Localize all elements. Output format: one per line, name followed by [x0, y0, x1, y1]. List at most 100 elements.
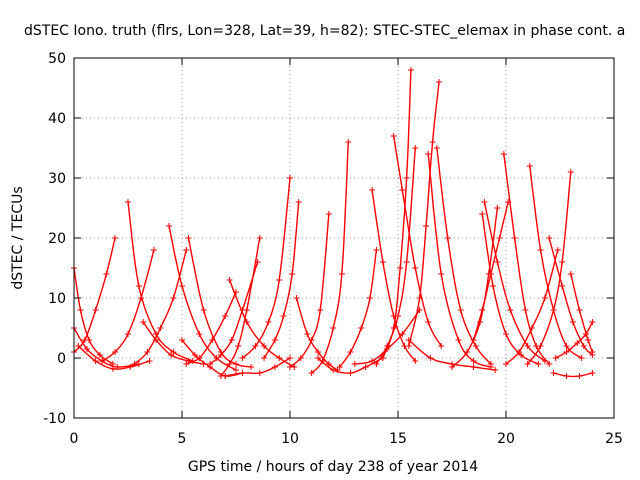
data-point-marker [585, 337, 592, 343]
data-point-marker [287, 364, 293, 370]
data-point-marker [338, 271, 345, 277]
data-point-marker [479, 211, 486, 217]
data-point-marker [207, 361, 214, 367]
y-axis-title: dSTEC / TECUs [10, 186, 26, 289]
data-point-marker [191, 352, 198, 358]
data-point-marker [550, 370, 557, 376]
data-point-marker [455, 337, 462, 343]
data-point-marker [578, 355, 585, 361]
data-point-marker [433, 145, 440, 151]
data-point-marker [438, 343, 445, 349]
data-point-marker [397, 265, 404, 271]
data-point-marker [168, 352, 175, 358]
data-point-marker [297, 355, 304, 361]
data-point-marker [83, 346, 90, 352]
data-point-marker [494, 259, 501, 265]
data-point-marker [515, 349, 522, 355]
data-point-marker [75, 343, 82, 349]
data-point-marker [347, 349, 354, 355]
series-arc-08 [131, 247, 190, 367]
data-point-marker [492, 367, 499, 373]
data-point-marker [347, 370, 354, 376]
data-point-marker [567, 271, 574, 277]
data-point-marker [524, 343, 531, 349]
data-point-marker [239, 370, 246, 376]
data-point-marker [563, 343, 570, 349]
series-arc-29 [405, 79, 443, 349]
data-point-marker [490, 283, 497, 289]
x-tick-label: 25 [605, 431, 623, 447]
data-point-marker [494, 205, 501, 211]
data-point-marker [265, 319, 272, 325]
data-point-marker [580, 343, 587, 349]
series-arc-38 [503, 247, 561, 367]
data-point-marker [496, 235, 503, 241]
data-point-marker [226, 277, 233, 283]
data-point-marker [470, 337, 477, 343]
series-trace [553, 372, 593, 378]
data-point-marker [390, 325, 397, 331]
data-point-marker [196, 355, 203, 361]
data-point-marker [261, 355, 268, 361]
data-point-marker [325, 211, 332, 217]
series-arc-26 [373, 145, 419, 367]
data-point-marker [425, 319, 432, 325]
data-point-marker [166, 223, 173, 229]
data-point-marker [399, 331, 406, 337]
data-point-marker [125, 199, 131, 205]
data-point-marker [546, 361, 553, 367]
series-arc-09 [166, 223, 239, 373]
data-point-marker [315, 349, 322, 355]
data-point-marker [99, 358, 106, 364]
data-point-marker [233, 361, 239, 367]
data-point-marker [256, 370, 263, 376]
data-point-marker [271, 337, 278, 343]
data-point-marker [261, 343, 268, 349]
data-point-marker [416, 295, 423, 301]
x-tick-label: 10 [281, 431, 299, 447]
y-tick-label: 40 [48, 111, 66, 127]
data-point-marker [276, 355, 283, 361]
data-point-marker [405, 337, 412, 343]
data-point-marker [131, 361, 138, 367]
x-tick-label: 0 [70, 431, 79, 447]
data-point-marker [289, 271, 296, 277]
series-arc-40 [524, 169, 574, 367]
data-point-marker [537, 247, 544, 253]
data-point-marker [315, 355, 322, 361]
data-point-marker [576, 373, 583, 379]
data-point-marker [589, 370, 596, 376]
data-point-marker [125, 331, 131, 337]
data-point-marker [479, 307, 486, 313]
data-point-marker [92, 307, 99, 313]
data-point-marker [522, 307, 529, 313]
data-point-marker [379, 355, 386, 361]
data-point-marker [362, 364, 369, 370]
series-arc-16 [226, 277, 298, 370]
data-point-marker [403, 175, 410, 181]
data-point-marker [472, 343, 479, 349]
data-point-marker [535, 361, 542, 367]
data-point-marker [243, 319, 250, 325]
data-point-marker [507, 307, 514, 313]
x-tick-label: 5 [178, 431, 187, 447]
data-point-marker [503, 361, 509, 367]
x-axis-title: GPS time / hours of day 238 of year 2014 [188, 459, 478, 475]
series-arc-37 [500, 151, 553, 367]
data-point-marker [325, 361, 332, 367]
data-point-marker [576, 307, 583, 313]
chart-title: dSTEC Iono. truth (flrs, Lon=328, Lat=39… [24, 23, 625, 39]
data-point-marker [252, 343, 259, 349]
data-point-marker [140, 319, 147, 325]
series-arc-35 [481, 199, 548, 364]
series-arc-15 [222, 355, 293, 379]
data-point-marker [248, 364, 255, 370]
data-point-marker [308, 370, 315, 376]
y-tick-label: 0 [57, 351, 66, 367]
data-point-marker [438, 271, 445, 277]
data-point-marker [412, 358, 419, 364]
data-point-marker [436, 79, 443, 85]
data-point-marker [77, 307, 84, 313]
data-point-marker [574, 340, 581, 346]
